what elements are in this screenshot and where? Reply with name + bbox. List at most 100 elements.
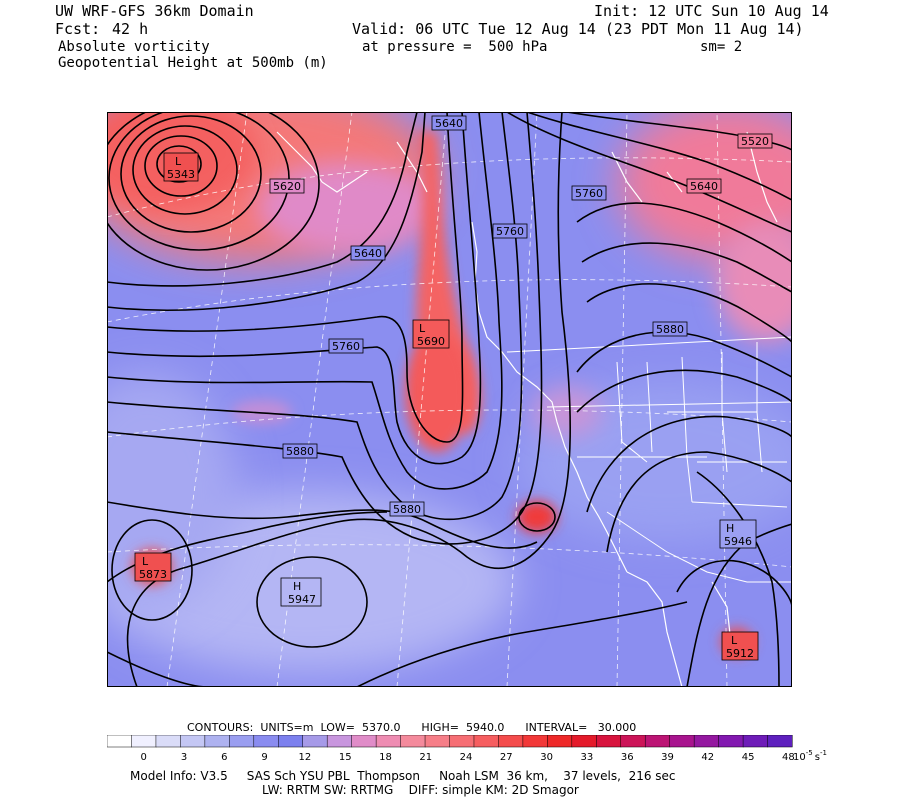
colorbar-tick-label: 27 bbox=[500, 752, 513, 763]
colorbar-swatch bbox=[229, 734, 255, 748]
forecast-map: 5640 5520 5620 5760 5640 5760 5640 5880 … bbox=[107, 112, 792, 687]
colorbar-tick-label: 39 bbox=[661, 752, 674, 763]
colorbar-swatch bbox=[375, 734, 402, 748]
colorbar-swatch bbox=[400, 734, 426, 748]
map-frame bbox=[107, 112, 792, 687]
svg-text:5760: 5760 bbox=[332, 340, 360, 353]
svg-text:H: H bbox=[293, 580, 301, 593]
contour-label: 5620 bbox=[269, 178, 305, 194]
svg-text:5640: 5640 bbox=[435, 117, 463, 130]
colorbar-tick-label: 45 bbox=[742, 752, 755, 763]
contour-label: 5880 bbox=[389, 501, 425, 517]
svg-text:L: L bbox=[731, 634, 738, 647]
colorbar-tick-label: 9 bbox=[261, 752, 267, 763]
low-center: L 5343 bbox=[163, 152, 199, 182]
colorbar-swatch bbox=[278, 734, 304, 748]
contour-label: 5880 bbox=[652, 321, 688, 337]
svg-text:5760: 5760 bbox=[575, 187, 603, 200]
svg-text:L: L bbox=[175, 155, 182, 168]
colorbar-swatch bbox=[449, 734, 475, 748]
colorbar-swatch bbox=[596, 734, 622, 748]
smoothing-value: sm= 2 bbox=[700, 39, 743, 55]
colorbar-swatch bbox=[571, 734, 597, 748]
height-contours bbox=[107, 112, 792, 687]
high-center: H 5947 bbox=[280, 577, 322, 607]
pressure-centers: L 5343 L 5690 L 5873 H 5947 H 5946 L 591… bbox=[134, 152, 759, 661]
colorbar-swatch bbox=[547, 734, 573, 748]
colorbar-tick-label: 24 bbox=[460, 752, 473, 763]
svg-text:H: H bbox=[726, 522, 734, 535]
colorbar-tick-label: 18 bbox=[379, 752, 392, 763]
colorbar-swatch bbox=[498, 734, 524, 748]
colorbar: 0 3 6 9 12 15 18 21 24 27 30 33 36 39 42 45 48 10-5 s-1 bbox=[106, 734, 827, 769]
forecast-label: Fcst: bbox=[55, 20, 101, 38]
colorbar-swatch bbox=[522, 734, 548, 748]
svg-text:5640: 5640 bbox=[690, 180, 718, 193]
colorbar-tick-label: 6 bbox=[221, 752, 227, 763]
colorbar-swatch bbox=[693, 734, 720, 748]
contour-label: 5640 bbox=[431, 115, 467, 131]
contour-label: 5880 bbox=[282, 443, 318, 459]
svg-text:5690: 5690 bbox=[417, 335, 445, 348]
colorbar-swatch bbox=[669, 734, 695, 748]
colorbar-tick-label: 48 bbox=[782, 752, 795, 763]
colorbar-swatch bbox=[326, 734, 353, 748]
colorbar-tick-label: 21 bbox=[419, 752, 432, 763]
colorbar-swatch bbox=[302, 734, 328, 748]
colorbar-swatch bbox=[644, 734, 671, 748]
colorbar-swatch bbox=[180, 734, 206, 748]
forecast-hour: 42 h bbox=[112, 20, 149, 38]
colorbar-tick-label: 33 bbox=[581, 752, 594, 763]
colorbar-tick-label: 15 bbox=[339, 752, 352, 763]
svg-text:L: L bbox=[142, 555, 149, 568]
model-physics: LW: RRTM SW: RRTMG DIFF: simple KM: 2D S… bbox=[262, 783, 579, 797]
colorbar-swatch bbox=[620, 734, 646, 748]
colorbar-swatch bbox=[718, 734, 744, 748]
colorbar-swatch bbox=[131, 734, 157, 748]
colorbar-units: 10-5 s-1 bbox=[793, 749, 827, 763]
field-name-vorticity: Absolute vorticity bbox=[58, 39, 210, 55]
borders bbox=[506, 336, 792, 583]
svg-text:5947: 5947 bbox=[288, 593, 316, 606]
svg-text:L: L bbox=[419, 322, 426, 335]
pressure-level: at pressure = 500 hPa bbox=[362, 39, 548, 55]
colorbar-swatch bbox=[424, 734, 451, 748]
low-center: L 5912 bbox=[721, 631, 759, 661]
svg-text:5520: 5520 bbox=[741, 135, 769, 148]
contour-label: 5640 bbox=[686, 178, 722, 194]
contour-label: 5760 bbox=[571, 185, 607, 201]
map-title: UW WRF-GFS 36km Domain bbox=[55, 2, 254, 20]
contour-label: 5760 bbox=[328, 338, 364, 354]
graticule bbox=[107, 112, 792, 687]
colorbar-tick-label: 30 bbox=[540, 752, 553, 763]
svg-text:5912: 5912 bbox=[726, 647, 754, 660]
low-center: L 5873 bbox=[134, 552, 172, 582]
colorbar-tick-label: 36 bbox=[621, 752, 634, 763]
svg-text:5880: 5880 bbox=[656, 323, 684, 336]
low-center: L 5690 bbox=[412, 319, 450, 349]
contours-info: CONTOURS: UNITS=m LOW= 5370.0 HIGH= 5940… bbox=[187, 721, 637, 734]
colorbar-swatches bbox=[106, 734, 793, 748]
svg-text:5620: 5620 bbox=[273, 180, 301, 193]
colorbar-swatch bbox=[473, 734, 499, 748]
model-info: Model Info: V3.5 SAS Sch YSU PBL Thompso… bbox=[130, 769, 676, 783]
contour-labels: 5640 5520 5620 5760 5640 5760 5640 5880 … bbox=[269, 115, 773, 517]
svg-text:5946: 5946 bbox=[724, 535, 752, 548]
colorbar-swatch bbox=[351, 734, 377, 748]
svg-text:5880: 5880 bbox=[286, 445, 314, 458]
colorbar-tick-label: 0 bbox=[141, 752, 147, 763]
colorbar-swatch bbox=[204, 734, 230, 748]
svg-text:5760: 5760 bbox=[496, 225, 524, 238]
contour-label: 5760 bbox=[492, 223, 528, 239]
colorbar-swatch bbox=[106, 734, 133, 748]
high-center: H 5946 bbox=[719, 519, 757, 549]
colorbar-tick-label: 3 bbox=[181, 752, 187, 763]
svg-text:5873: 5873 bbox=[139, 568, 167, 581]
colorbar-swatch bbox=[742, 734, 769, 748]
svg-text:5880: 5880 bbox=[393, 503, 421, 516]
colorbar-swatch bbox=[155, 734, 181, 748]
contour-label: 5640 bbox=[350, 245, 386, 261]
coastlines bbox=[276, 131, 778, 687]
colorbar-tick-labels: 0 3 6 9 12 15 18 21 24 27 30 33 36 39 42 45 48 bbox=[141, 752, 795, 763]
init-time: Init: 12 UTC Sun 10 Aug 14 bbox=[594, 2, 829, 20]
